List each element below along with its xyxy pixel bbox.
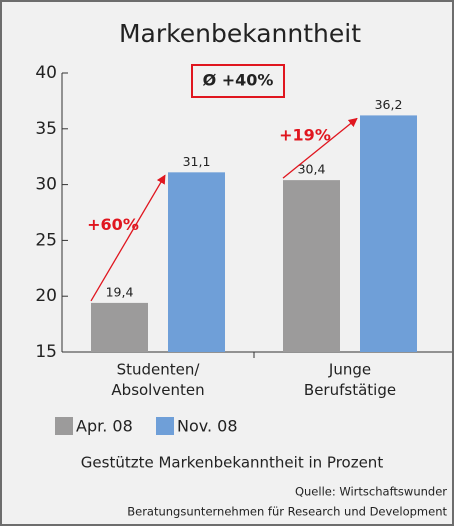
chart-title: Markenbekanntheit [119,19,361,48]
legend-label: Apr. 08 [76,417,133,436]
bar [91,302,148,352]
source: Beratungsunternehmen für Research und De… [127,505,447,519]
y-tick-label: 25 [35,230,57,250]
annotation-box [191,64,285,98]
bar [283,180,340,352]
chart-subtitle: Gestützte Markenbekanntheit in Prozent [81,454,384,472]
source: Quelle: Wirtschaftswunder [295,485,447,499]
bar [360,115,417,353]
value-label: 31,1 [183,154,211,169]
bar [168,172,225,352]
y-tick-label: 35 [35,119,57,139]
value-label: 19,4 [106,284,134,299]
legend-swatch [156,417,174,435]
growth-arrow [90,174,166,302]
y-tick-label: 30 [35,175,57,195]
y-tick-label: 20 [35,286,57,306]
y-tick-label: 15 [35,342,57,362]
legend-label: Nov. 08 [177,417,238,436]
y-tick-label: 40 [35,63,57,83]
growth-label: +60% [87,215,139,234]
growth-label: +19% [279,125,331,144]
value-label: 36,2 [375,97,403,112]
annotation: Ø +40% [203,71,274,90]
legend-swatch [55,417,73,435]
value-label: 30,4 [298,162,326,177]
growth-arrow [282,117,358,179]
